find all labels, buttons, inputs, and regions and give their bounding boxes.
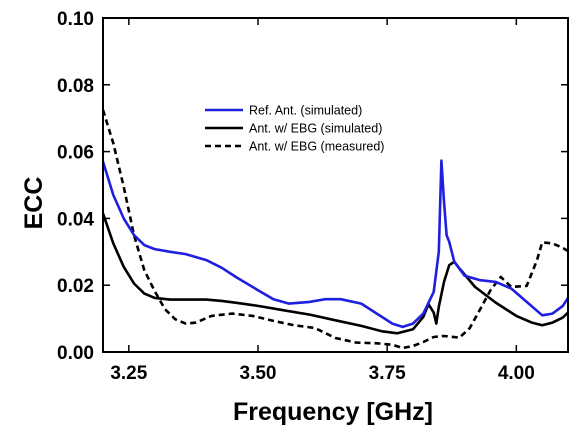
y-tick-label: 0.04 [57,209,94,230]
x-tick-label: 3.75 [369,363,406,384]
legend-label: Ant. w/ EBG (simulated) [249,122,382,136]
x-tick-label: 3.50 [240,363,277,384]
x-tick-label: 3.25 [110,363,147,384]
y-tick-label: 0.10 [57,9,94,30]
y-tick-label: 0.02 [57,276,94,297]
y-tick-label: 0.00 [57,343,94,364]
plot-area-frame [102,17,569,353]
series-line-2 [101,212,569,335]
legend-label: Ant. w/ EBG (measured) [249,140,384,154]
series-line-3 [101,109,569,350]
y-axis-ticks: 0.00 0.02 0.04 0.06 0.08 0.10 [57,9,568,364]
series-line-1 [101,159,570,329]
legend: Ref. Ant. (simulated) Ant. w/ EBG (simula… [205,104,384,154]
x-tick-label: 4.00 [498,363,535,384]
legend-label: Ref. Ant. (simulated) [249,104,362,118]
y-tick-label: 0.06 [57,143,94,164]
series-lines [101,109,570,350]
y-axis-label: ECC [20,177,48,230]
x-axis-label: Frequency [GHz] [233,398,433,426]
y-tick-label: 0.08 [57,76,94,97]
x-axis-ticks: 3.25 3.50 3.75 4.00 [110,18,535,384]
